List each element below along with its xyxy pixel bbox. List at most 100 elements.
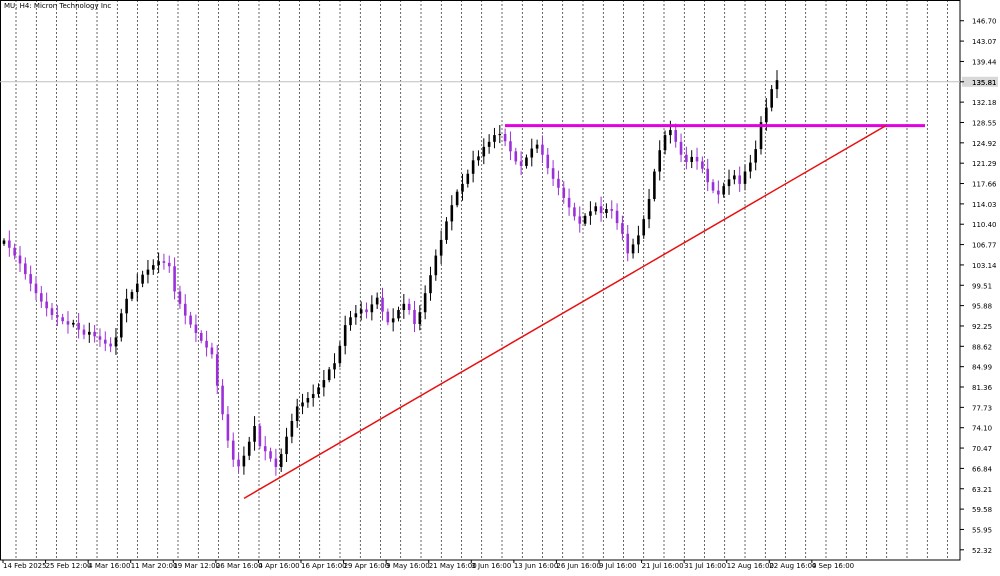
drawings [243, 124, 925, 499]
candle-body [578, 216, 582, 224]
candle-body [759, 122, 763, 150]
candle-body [72, 322, 75, 325]
candle-body [535, 144, 539, 149]
x-tick-label: 9 May 16:00 [386, 562, 430, 570]
candle-body [402, 303, 406, 310]
current-price-tag [962, 76, 998, 87]
x-tick-label: 4 Mar 16:00 [88, 562, 130, 570]
candle-body [765, 107, 768, 123]
x-tick-label: 29 Apr 16:00 [344, 562, 390, 570]
candle-body [45, 301, 48, 309]
candle-body [349, 317, 352, 326]
x-tick-label: 12 Aug 16:00 [727, 562, 774, 570]
candle-body [306, 397, 310, 403]
candle-body [637, 235, 640, 245]
candle-body [706, 168, 709, 183]
candle-body [61, 317, 64, 322]
candle-body [13, 247, 16, 256]
candle-body [685, 154, 688, 163]
price-axis: 146.70 143.07 139.44 135.81 132.18 128.55 124.… [960, 18, 997, 555]
candle-body [727, 179, 731, 187]
candle-body [557, 178, 560, 188]
candle-body [77, 322, 80, 330]
candle-body [610, 209, 614, 211]
x-tick-label: 26 Jun 16:00 [556, 562, 600, 570]
candle-body [733, 175, 736, 180]
candle-body [354, 313, 358, 318]
candle-body [690, 156, 694, 163]
candle-body [146, 269, 150, 275]
candle-body [498, 133, 502, 136]
candle-body [658, 150, 662, 172]
candle-body [221, 385, 224, 415]
candle-body [482, 146, 486, 157]
candle-body [775, 80, 779, 90]
candle-body [189, 315, 192, 325]
candle-body [167, 262, 171, 267]
candle-body [743, 171, 747, 184]
x-tick-label: 4 Apr 16:00 [258, 562, 299, 570]
y-tick-label: 143.07 [972, 38, 997, 46]
y-tick-label: 135.81 [972, 79, 997, 87]
candle-body [461, 183, 464, 192]
candle-body [541, 144, 544, 155]
candle-body [525, 157, 528, 166]
candle-body [173, 266, 176, 292]
candle-body [34, 283, 38, 294]
candle-body [279, 454, 283, 467]
candle-body [141, 274, 144, 284]
y-tick-label: 52.32 [972, 547, 992, 555]
candle-body [125, 298, 128, 314]
candle-body [210, 347, 214, 355]
y-tick-label: 55.95 [972, 526, 992, 534]
candle-body [114, 337, 118, 347]
candle-body [381, 297, 384, 312]
candle-body [242, 455, 246, 467]
y-tick-label: 74.10 [972, 425, 992, 433]
y-tick-label: 59.58 [972, 506, 992, 514]
x-tick-label: 31 Jul 16:00 [684, 562, 726, 570]
candle-body [471, 160, 475, 174]
candle-body [562, 187, 566, 198]
candle-body [327, 369, 331, 381]
candle-body [215, 354, 219, 386]
candle-body [40, 293, 43, 302]
candle-body [711, 182, 715, 191]
candle-body [103, 339, 107, 344]
candle-body [375, 297, 379, 305]
x-tick-label: 16 Apr 16:00 [301, 562, 347, 570]
candle-body [290, 420, 294, 437]
candle-body [343, 325, 347, 346]
y-tick-label: 121.29 [972, 160, 997, 168]
candle-body [503, 133, 507, 142]
candle-body [573, 207, 576, 217]
candle-body [247, 441, 251, 456]
candle-body [653, 171, 656, 199]
candle-body [455, 191, 459, 206]
candle-body [642, 219, 646, 236]
x-tick-label: 3 Jun 16:00 [471, 562, 511, 570]
candle-body [269, 451, 272, 459]
candle-body [205, 340, 208, 348]
candle-body [285, 436, 288, 455]
candle-body [749, 162, 752, 172]
y-tick-label: 99.51 [972, 282, 992, 290]
candle-body [445, 221, 448, 240]
candle-body [301, 402, 304, 407]
current-price-label: 135.81 [972, 79, 997, 87]
candle-body [24, 263, 27, 275]
y-tick-label: 139.44 [972, 58, 997, 66]
y-tick-label: 66.84 [972, 465, 993, 473]
candle-body [263, 446, 267, 452]
y-tick-label: 70.47 [972, 445, 992, 453]
candle-body [450, 205, 454, 222]
candle-body [722, 186, 725, 195]
candle-body [311, 394, 315, 398]
candle-body [194, 324, 198, 333]
candle-body [509, 141, 512, 152]
plot-frame [0, 0, 961, 561]
candle-body [391, 318, 395, 323]
candle-body [157, 261, 160, 266]
